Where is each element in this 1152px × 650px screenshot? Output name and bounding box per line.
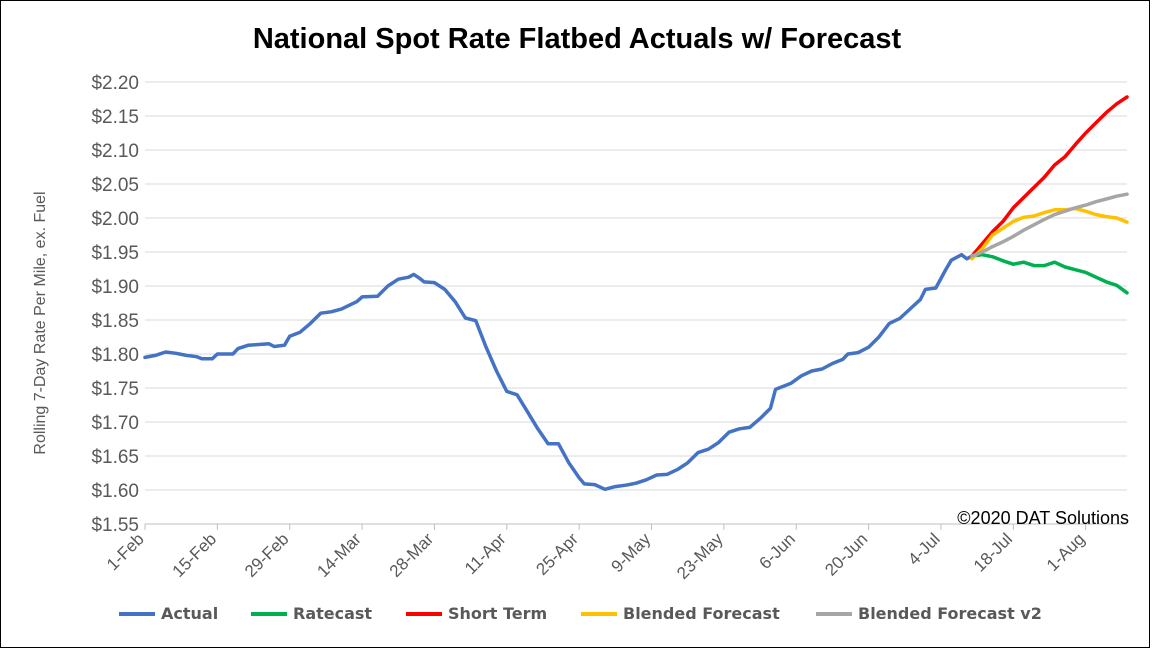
y-tick-label: $1.95: [91, 243, 139, 264]
series-line-5: [970, 192, 1129, 258]
x-tick-label: 11-Apr: [461, 529, 510, 578]
x-tick-label: 15-Feb: [169, 529, 221, 581]
x-tick-label: 14-Mar: [313, 529, 365, 581]
y-axis-ticks: $1.55 $1.60 $1.65 $1.70 $1.75 $1.80 $1.85 $1.90…: [91, 73, 139, 536]
x-tick-label: 1-Aug: [1043, 529, 1089, 575]
series-line-1: [143, 252, 974, 492]
x-tick-label: 18-Jul: [970, 529, 1016, 575]
gridlines: [145, 81, 1127, 525]
y-tick-label: $2.10: [91, 141, 139, 162]
legend-label: Actual: [161, 604, 218, 623]
x-tick-label: 9-May: [607, 529, 654, 576]
x-tick-label: 25-Apr: [532, 529, 582, 579]
x-tick-label: 28-Mar: [386, 529, 438, 581]
legend-label: Blended Forecast: [623, 604, 780, 623]
series-line-4: [970, 206, 1129, 261]
x-tick-label: 4-Jul: [904, 529, 943, 568]
x-tick-label: 1-Feb: [103, 529, 148, 574]
copyright-annotation: ©2020 DAT Solutions: [957, 508, 1129, 528]
y-tick-label: $1.75: [91, 379, 139, 400]
x-tick-label: 23-May: [673, 529, 727, 583]
series-line-2: [970, 252, 1129, 295]
y-tick-label: $1.90: [91, 277, 139, 298]
legend-label: Ratecast: [293, 604, 372, 623]
y-tick-label: $1.65: [91, 447, 139, 468]
legend-label: Short Term: [448, 604, 547, 623]
chart-title: National Spot Rate Flatbed Actuals w/ Fo…: [253, 23, 902, 55]
y-tick-label: $1.60: [91, 481, 139, 502]
x-tick-label: 20-Jun: [821, 529, 871, 579]
x-tick-label: 29-Feb: [241, 529, 293, 581]
x-tick-label: 6-Jun: [756, 529, 800, 573]
y-axis-label: Rolling 7-Day Rate Per Mile, ex. Fuel: [32, 191, 49, 454]
y-tick-label: $1.70: [91, 413, 139, 434]
series-lines: [143, 95, 1129, 492]
x-axis-ticks: 1-Feb 15-Feb 29-Feb 14-Mar 28-Mar 11-Apr 25-Ap…: [103, 524, 1088, 583]
y-tick-label: $2.00: [91, 209, 139, 230]
series-line-3: [970, 95, 1129, 258]
legend: Actual Ratecast Short Term Blended Forecast…: [119, 604, 1042, 623]
legend-label: Blended Forecast v2: [858, 604, 1042, 623]
y-tick-label: $2.20: [91, 73, 139, 94]
y-tick-label: $1.85: [91, 311, 139, 332]
y-tick-label: $2.15: [91, 107, 139, 128]
y-tick-label: $1.55: [91, 515, 139, 536]
y-tick-label: $1.80: [91, 345, 139, 366]
y-tick-label: $2.05: [91, 175, 139, 196]
